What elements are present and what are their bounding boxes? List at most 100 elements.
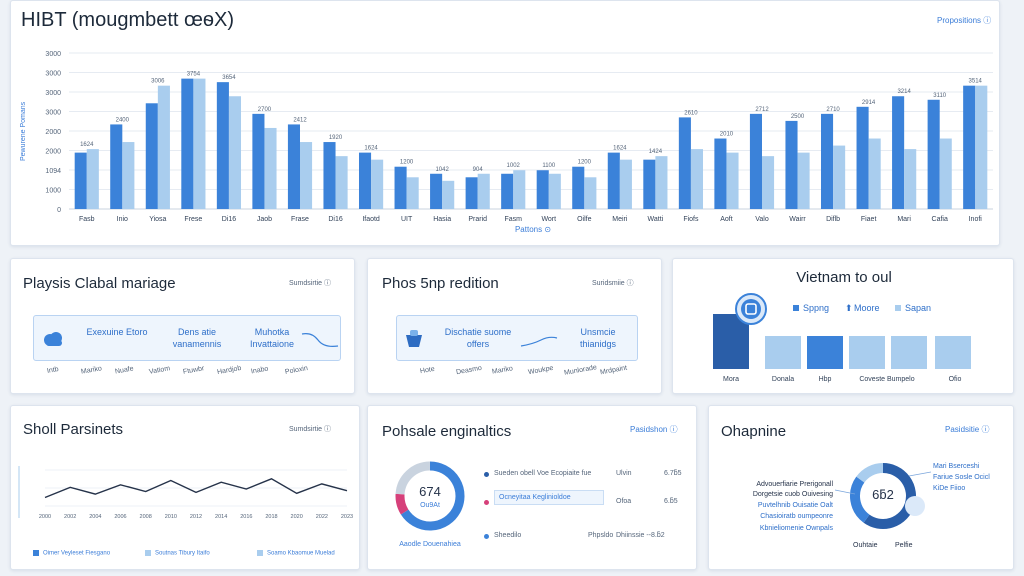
sholl-x-ticks: 2000 2002 2004 2006 2008 2010 2012 2014 2016 2018… [39, 514, 353, 520]
sholl-legend-label: Soutnas Tibury Itaifo [155, 550, 210, 557]
ohapnine-right-label: Fariue Sosle Ocicl [933, 474, 990, 481]
main-category-label: Frese [184, 216, 202, 223]
pohsale-donut-slice [400, 461, 465, 531]
main-chart-category-labels: Fasb Inio Yiosa Frese Di16 Jaob Frase Di16 Ifaot… [79, 216, 982, 223]
main-category-label: Prarid [468, 216, 487, 223]
sholl-x-tick: 2000 [39, 514, 51, 520]
pohsale-card: Pohsale enginaltics Pasidshon ⓘ 674 Ou9A… [367, 405, 697, 570]
main-bar-label: 2712 [755, 107, 769, 113]
pohsale-row-dot [484, 472, 489, 477]
playsis-strip-item-3: Muhotka Invattaione [249, 327, 295, 349]
sholl-legend-label: Soamo Kbaomue Muelad [267, 550, 335, 557]
phos-info-strip[interactable]: Dischatie suome offers Unsmcie thianidgs [396, 315, 638, 361]
main-bar-series-1 [110, 124, 123, 209]
main-bar-series-1 [430, 173, 443, 209]
playsis-axis-label: Vatiom [148, 365, 171, 376]
ohapnine-right-label: Mari Bserceshi [933, 463, 980, 470]
main-bar-label: 1100 [542, 163, 556, 169]
ohapnine-donut-slice [856, 463, 884, 483]
playsis-link[interactable]: Sumdsirtie ⓘ [289, 280, 332, 287]
sholl-x-tick: 2012 [190, 514, 202, 520]
svg-text:⬆: ⬆ [845, 303, 853, 313]
ohapnine-left-label: Kbnieliomenie Ownpals [760, 525, 834, 532]
vietnam-bar [807, 336, 843, 369]
pohsale-row-mid: Phpsldo [588, 532, 614, 539]
ohapnine-left-label: Chasioiratb oumpeonre [760, 513, 833, 520]
ohapnine-left-label: Puvtelhnib Ouisatie Oalt [758, 502, 833, 509]
sholl-x-tick: 2016 [240, 514, 252, 520]
phos-link[interactable]: Suridsmiie ⓘ [592, 280, 634, 287]
vietnam-bar [713, 314, 749, 369]
main-category-label: Mari [897, 216, 911, 223]
sholl-line-chart: 2000 2002 2004 2006 2008 2010 2012 2014 2016 2018… [18, 466, 353, 520]
main-bar-label: 2610 [684, 110, 698, 116]
sholl-legend-label: Oimer Veyleset Fiesgano [43, 550, 111, 557]
vietnam-category-labels: Mora Donala Hbp Coveste Bumpelo Ofio [723, 376, 961, 383]
main-bar-series-1 [963, 85, 976, 209]
playsis-axis-label: Nuafe [114, 365, 135, 376]
main-bar-series-2 [797, 152, 810, 209]
pohsale-donut-slice [395, 493, 409, 515]
sholl-x-tick: 2023 [341, 514, 353, 520]
sholl-legend-swatch [145, 550, 151, 556]
main-chart-y-ticks: 3000 3000 3000 3000 2000 2000 1094 1000 0 [45, 51, 61, 214]
vietnam-legend-2: Moore [854, 303, 880, 313]
main-y-tick: 0 [57, 207, 61, 214]
sholl-x-tick: 2018 [265, 514, 277, 520]
main-bar-label: 1002 [507, 163, 521, 169]
main-bar-label: 1624 [613, 146, 627, 152]
main-bar-series-2 [975, 85, 988, 209]
main-bar-series-1 [820, 113, 834, 209]
vietnam-category-label: Mora [723, 376, 739, 383]
phos-title: Phos 5np redition [382, 275, 499, 292]
main-y-tick: 3000 [45, 90, 61, 97]
playsis-axis-label: Mariko [80, 365, 103, 376]
main-bar-label: 1200 [400, 160, 414, 166]
phos-axis-label: Munlorade [563, 364, 598, 377]
main-bar-label: 3514 [969, 79, 983, 85]
sholl-x-tick: 2022 [316, 514, 328, 520]
vietnam-bar-chart: Mora Donala Hbp Coveste Bumpelo Ofio Sppng ⬆… [713, 293, 971, 383]
main-bar-series-1 [607, 152, 620, 209]
playsis-strip-item-1: Exexuine Etoro [86, 327, 148, 337]
main-category-label: Meiri [612, 216, 628, 223]
main-y-tick: 1094 [45, 168, 61, 175]
main-chart-options-link[interactable]: Propositions ⓘ [937, 16, 992, 25]
main-bar-series-1 [501, 173, 514, 209]
vietnam-bar [935, 336, 971, 369]
main-bar-series-1 [358, 152, 372, 209]
cloud-icon [44, 332, 62, 346]
ohapnine-left-labels: Advouerfiarie Prerigonall Dorgetsie cuob … [753, 481, 856, 532]
main-y-tick: 3000 [45, 71, 61, 78]
pohsale-row-label: Sheedilo [494, 532, 522, 539]
main-bar-series-2 [690, 149, 704, 209]
pohsale-donut-slice [395, 461, 431, 495]
sholl-link[interactable]: Sumdsirtie ⓘ [289, 426, 332, 433]
playsis-info-strip[interactable]: Exexuine Etoro Dens atie vanamennis Muho… [33, 315, 341, 361]
vietnam-category-label: Hbp [819, 376, 832, 383]
pohsale-title: Pohsale enginaltics [382, 423, 512, 440]
main-bar-series-1 [216, 82, 229, 209]
main-bar-series-2 [264, 127, 277, 209]
main-category-label: Hasia [433, 216, 451, 223]
main-bar-series-2 [904, 149, 917, 209]
pohsale-donut-slices [395, 461, 465, 531]
pohsale-link[interactable]: Pasidshon ⓘ [630, 425, 678, 434]
main-bar-series-2 [619, 159, 632, 209]
playsis-axis-label: Ftuwbr [182, 365, 205, 376]
playsis-card: Playsis Clabal mariage Sumdsirtie ⓘ Exex… [10, 258, 355, 394]
ohapnine-left-label: Advouerfiarie Prerigonall [756, 481, 833, 488]
sholl-x-tick: 2010 [165, 514, 177, 520]
main-bar-series-1 [714, 138, 727, 209]
main-chart-y-axis-label: Pewurene Pomans [20, 101, 27, 161]
basket-icon [406, 330, 422, 347]
main-category-label: Watti [648, 216, 664, 223]
vietnam-bar [849, 336, 885, 369]
ohapnine-link[interactable]: Pasidsitie ⓘ [945, 425, 990, 434]
main-bar-label: 2710 [826, 107, 840, 113]
main-bar-label: 2500 [791, 114, 805, 120]
playsis-title: Playsis Clabal mariage [23, 275, 176, 292]
main-category-label: Di16 [222, 216, 237, 223]
main-category-label: Di16 [328, 216, 343, 223]
main-bar-label: 3754 [187, 72, 201, 78]
